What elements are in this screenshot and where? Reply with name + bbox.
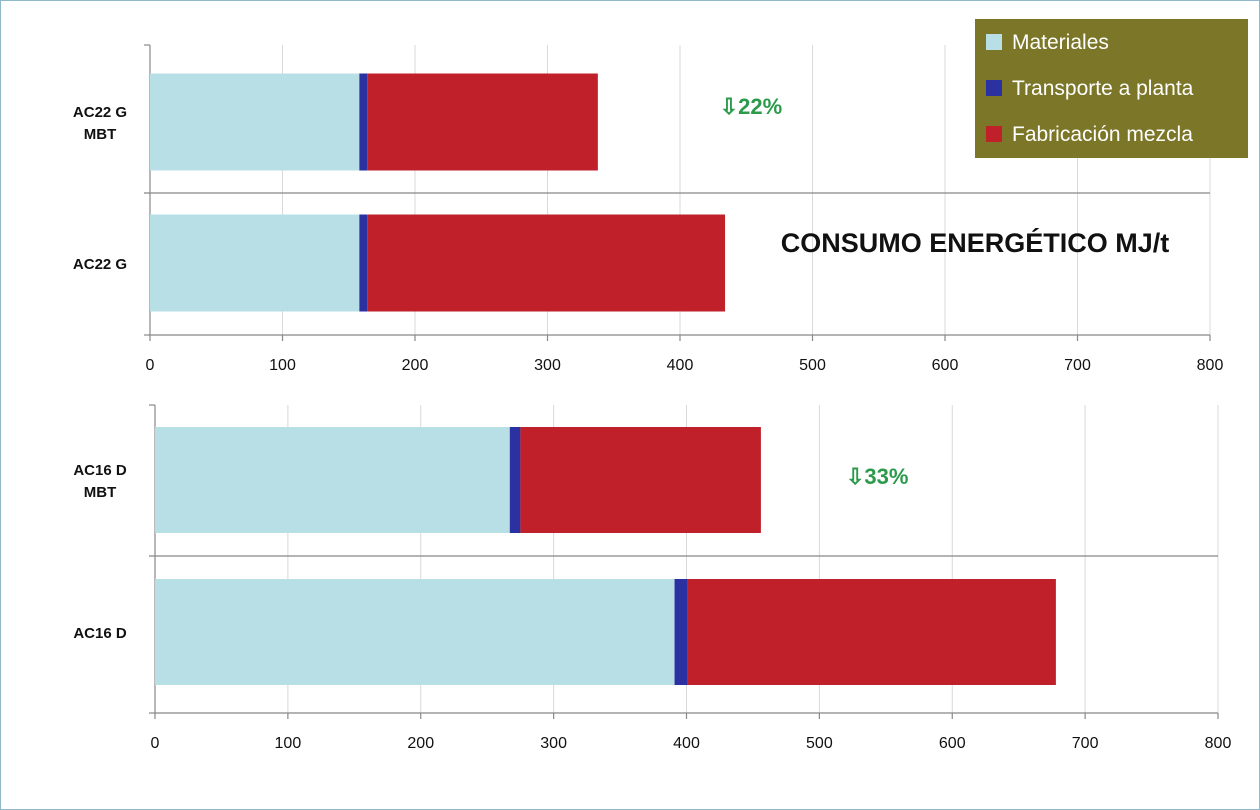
bar-ac16-d-fabricacion-mezcla (687, 579, 1056, 685)
chart-panel-2: 0 100 200 300 400 500 600 700 800 AC16 D MBT AC16 D… (73, 404, 1232, 752)
x-tick-label: 0 (146, 357, 155, 374)
x-tick-label: 300 (534, 357, 561, 374)
x-tick-label: 600 (932, 357, 959, 374)
x-tick-label: 600 (939, 735, 966, 752)
legend-label-fabricacion-mezcla: Fabricación mezcla (1012, 123, 1193, 146)
x-tick-label: 700 (1072, 735, 1099, 752)
x-tick-label: 700 (1064, 357, 1091, 374)
legend-swatch-materiales (986, 34, 1002, 50)
x-tick-label: 300 (540, 735, 567, 752)
x-tick-label: 500 (799, 357, 826, 374)
x-tick-label: 400 (673, 735, 700, 752)
x-tick-label: 100 (269, 357, 296, 374)
legend-swatch-fabricacion-mezcla (986, 126, 1002, 142)
category-label: MBT (84, 126, 117, 143)
bar-ac16-d-mbt-transporte-a-planta (509, 427, 521, 533)
category-label: AC16 D (73, 462, 127, 479)
legend-background (975, 19, 1248, 158)
bar-ac22-g-mbt-materiales (150, 73, 360, 171)
bar-ac22-g-mbt-fabricacion-mezcla (367, 73, 598, 171)
chart-title: CONSUMO ENERGÉTICO MJ/t (781, 227, 1170, 258)
bar-ac22-g-materiales (150, 214, 360, 312)
bar-ac22-g-fabricacion-mezcla (367, 214, 726, 312)
bar-ac22-g-transporte-a-planta (359, 214, 368, 312)
bar-ac16-d-transporte-a-planta (674, 579, 688, 685)
bar-ac16-d-mbt-fabricacion-mezcla (520, 427, 761, 533)
category-label: MBT (84, 484, 117, 501)
bar-ac22-g-mbt-transporte-a-planta (359, 73, 368, 171)
x-tick-label: 500 (806, 735, 833, 752)
legend-label-transporte-a-planta: Transporte a planta (1012, 77, 1194, 100)
x-tick-label: 800 (1197, 357, 1224, 374)
bar-ac16-d-mbt-materiales (155, 427, 510, 533)
category-label: AC22 G (73, 104, 127, 121)
x-tick-label: 200 (407, 735, 434, 752)
x-tick-label: 200 (402, 357, 429, 374)
chart-legend: Materiales Transporte a planta Fabricación… (975, 19, 1248, 158)
category-label: AC22 G (73, 256, 127, 273)
x-tick-label: 0 (151, 735, 160, 752)
bar-ac16-d-materiales (155, 579, 675, 685)
x-tick-label: 100 (275, 735, 302, 752)
reduction-annotation: ⇩22% (720, 94, 782, 119)
x-tick-label: 800 (1205, 735, 1232, 752)
legend-swatch-transporte-a-planta (986, 80, 1002, 96)
x-tick-label: 400 (667, 357, 694, 374)
reduction-annotation: ⇩33% (846, 464, 908, 489)
category-label: AC16 D (73, 625, 127, 642)
chart-panel-1: 0 100 200 300 400 500 600 700 800 AC22 G MBT AC22 G… (73, 44, 1224, 374)
legend-label-materiales: Materiales (1012, 31, 1109, 54)
